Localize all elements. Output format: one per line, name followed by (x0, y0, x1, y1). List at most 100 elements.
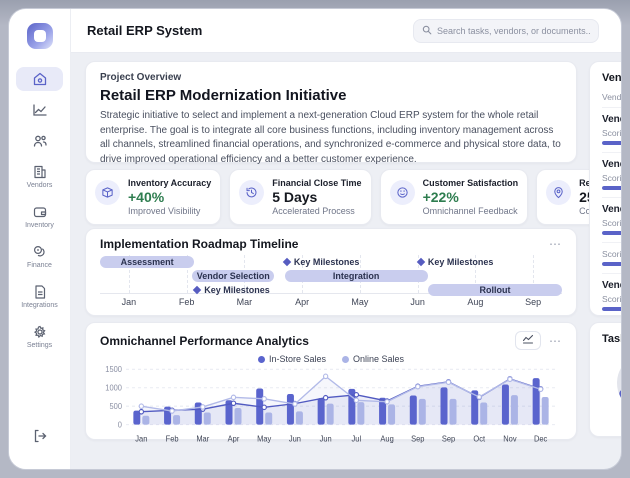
search-icon (422, 22, 432, 40)
sidebar-item-settings[interactable]: Settings (16, 320, 63, 353)
users-icon (32, 133, 48, 149)
vendor-name: Vendor D (602, 280, 621, 291)
gantt-gridline (533, 255, 535, 293)
main-column: Project Overview Retail ERP Modernizatio… (85, 61, 621, 461)
search-input[interactable] (437, 25, 590, 36)
roadmap-more-menu-icon[interactable]: ⋯ (549, 237, 562, 251)
vendor-name: Vendor B (602, 159, 621, 170)
vendor-evaluation-card: Vendor Evaluation Vendor Vendor A Scorin… (589, 61, 621, 316)
gantt-bar-assessment: Assessment (100, 256, 195, 268)
vendor-panel-title: Vendor Evaluation (602, 72, 621, 84)
gantt-month-label: Aug (467, 297, 484, 307)
vendor-progress-bar (602, 231, 621, 235)
gantt-gridline (475, 255, 477, 293)
sidebar: Vendors Inventory Finance Integrations S… (9, 9, 71, 469)
roadmap-title: Implementation Roadmap Timeline (100, 237, 299, 251)
svg-text:Jun: Jun (320, 434, 332, 443)
vendor-name: Vendor A (602, 114, 621, 125)
sidebar-item-label: Integrations (21, 302, 58, 309)
gantt-bar-vendor-selection: Vendor Selection (192, 270, 275, 282)
analytics-more-menu-icon[interactable]: ⋯ (549, 333, 562, 348)
project-overview-card: Project Overview Retail ERP Modernizatio… (85, 61, 577, 165)
right-panel: Vendor Evaluation Vendor Vendor A Scorin… (589, 61, 621, 461)
sidebar-item-label: Inventory (25, 222, 54, 229)
legend-item-0[interactable]: In-Store Sales (257, 354, 326, 364)
svg-text:1000: 1000 (105, 383, 122, 392)
vendor-metric-label: Scoring progress (602, 173, 621, 183)
svg-text:Jul: Jul (352, 434, 362, 443)
chart-type-toggle-button[interactable] (515, 331, 541, 350)
legend-item-1[interactable]: Online Sales (342, 354, 404, 364)
vendor-row: Vendor A Scoring progress (602, 108, 621, 153)
legend-dot-icon (342, 355, 349, 363)
gantt-chart: Assessment Vendor Selection Integration … (100, 255, 562, 296)
gear-icon (32, 324, 48, 340)
task-progress-value: 68% (614, 351, 621, 415)
sidebar-item-logout[interactable] (27, 424, 53, 448)
analytics-card: Omnichannel Performance Analytics ⋯ In-S… (85, 322, 577, 444)
gantt-month-label: Sep (525, 297, 542, 307)
kpi-title: Inventory Accuracy (128, 178, 212, 188)
gantt-milestone: Key Milestones (416, 256, 493, 268)
milestone-diamond-icon (192, 285, 202, 295)
vendor-row: Vendor B Scoring progress (602, 153, 621, 198)
sidebar-item-dashboard[interactable] (16, 67, 63, 91)
svg-text:Aug: Aug (380, 434, 393, 443)
svg-text:Feb: Feb (166, 434, 179, 443)
logout-icon (32, 428, 48, 444)
overview-title: Retail ERP Modernization Initiative (100, 87, 347, 104)
svg-text:0: 0 (118, 420, 122, 429)
gantt-month-label: Mar (236, 297, 253, 307)
task-panel-title: Task Progress (602, 333, 621, 345)
kpi-card-1: Financial Close Time 5 Days Accelerated … (229, 169, 372, 225)
sidebar-item-label: Finance (27, 262, 52, 269)
wallet-icon (32, 204, 48, 220)
vendor-metric-label: Scoring progress (602, 218, 621, 228)
kpi-card-2: Customer Satisfaction +22% Omnichannel F… (379, 169, 529, 225)
smiley-icon (389, 180, 415, 205)
svg-text:May: May (257, 434, 271, 443)
kpi-subtitle: Improved Visibility (128, 206, 201, 216)
vendor-progress-bar (602, 262, 621, 266)
gantt-month-label: May (351, 297, 369, 307)
analytics-title: Omnichannel Performance Analytics (100, 333, 309, 348)
task-progress-card: Task Progress 68% (589, 322, 621, 437)
sidebar-nav: Vendors Inventory Finance Integrations S… (16, 67, 63, 360)
page-title: Retail ERP System (87, 23, 203, 38)
search-box[interactable] (413, 18, 599, 43)
kpi-subtitle: Accelerated Process (272, 206, 355, 216)
sidebar-item-integrations[interactable]: Integrations (16, 280, 63, 313)
gantt-month-axis: Jan Feb Mar Apr May Jun Aug Sep (100, 293, 562, 307)
app-logo-icon[interactable] (26, 23, 53, 49)
kpi-value: +40% (128, 189, 165, 205)
kpi-title: Financial Close Time (272, 178, 362, 188)
vendor-column-label: Vendor (602, 92, 621, 108)
app-window: Vendors Inventory Finance Integrations S… (8, 8, 622, 470)
gantt-gridline (186, 255, 188, 293)
package-icon (95, 180, 120, 205)
map-pin-icon (546, 180, 572, 205)
document-icon (32, 284, 48, 300)
vendor-row: Vendor C Scoring progress (602, 198, 621, 243)
svg-text:Sep: Sep (442, 434, 455, 443)
sidebar-item-inventory[interactable]: Inventory (16, 200, 63, 233)
kpi-value: 5 Days (272, 189, 318, 205)
svg-text:Dec: Dec (534, 434, 547, 443)
vendor-progress-bar (602, 307, 621, 311)
kpi-value: +22% (422, 189, 459, 205)
sidebar-item-finance[interactable]: Finance (16, 240, 63, 273)
performance-chart: 0 500 1000 1500 Jan Feb Mar Apr May Jun Jun Jul Aug S… (100, 364, 562, 447)
kpi-title: Customer Satisfaction (422, 178, 519, 188)
gantt-month-label: Apr (295, 297, 310, 307)
top-header: Retail ERP System (71, 9, 621, 53)
gantt-bar-rollout: Rollout (428, 284, 562, 296)
sidebar-item-analytics[interactable] (16, 98, 63, 122)
vendor-metric-label: Scoring progress (602, 249, 621, 259)
content-area: Project Overview Retail ERP Modernizatio… (71, 53, 621, 469)
sidebar-item-vendors[interactable]: Vendors (16, 160, 63, 193)
svg-text:Jun: Jun (289, 434, 301, 443)
sidebar-item-label: Vendors (26, 182, 53, 189)
kpi-row: Inventory Accuracy +40% Improved Visibil… (85, 169, 621, 225)
svg-text:Apr: Apr (228, 434, 240, 443)
sidebar-item-team[interactable] (16, 129, 63, 153)
